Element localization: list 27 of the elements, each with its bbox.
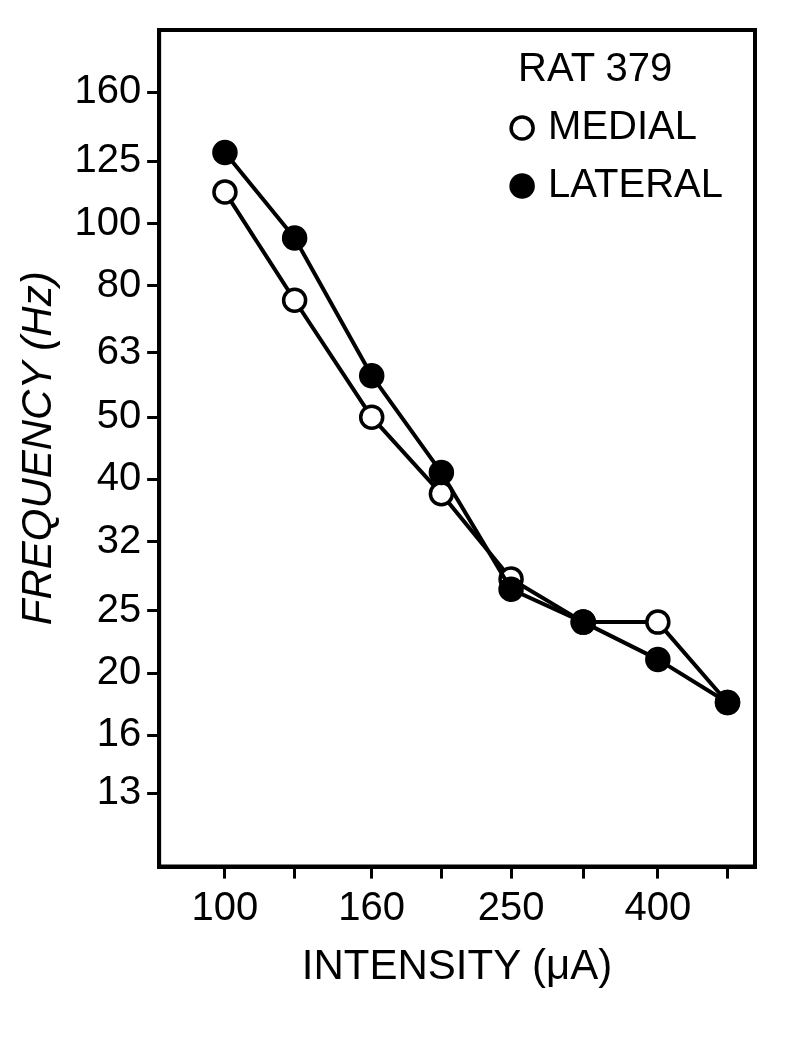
- y-tick-label: 40: [96, 454, 142, 499]
- y-axis-title: FREQUENCY (Hz): [12, 271, 60, 626]
- x-tick-label: 250: [477, 883, 545, 928]
- legend-label: MEDIAL: [548, 103, 698, 148]
- y-tick-label: 13: [96, 768, 142, 813]
- y-tick-label: 160: [74, 67, 142, 112]
- y-tick-label: 125: [74, 136, 142, 181]
- y-tick-label: 100: [74, 198, 142, 243]
- y-tick-label: 20: [96, 648, 142, 693]
- y-tick-label: 25: [96, 585, 142, 630]
- y-tick-label: 80: [96, 260, 142, 305]
- legend-label: LATERAL: [548, 161, 724, 206]
- y-tick-label: 16: [96, 710, 142, 755]
- point: [212, 179, 238, 205]
- point: [212, 139, 238, 166]
- x-tick-label: 400: [624, 883, 692, 928]
- x-tick-label: 100: [191, 883, 259, 928]
- y-tick-label: 32: [96, 516, 142, 561]
- point: [498, 576, 524, 602]
- x-axis-title: INTENSITY (μA): [301, 941, 613, 989]
- point: [645, 646, 671, 673]
- point: [645, 609, 671, 635]
- point: [428, 459, 455, 486]
- y-tick-label: 50: [96, 392, 142, 437]
- legend-title: RAT 379: [518, 45, 673, 90]
- y-tick-label: 63: [96, 327, 142, 372]
- x-tick-label: 160: [338, 883, 406, 928]
